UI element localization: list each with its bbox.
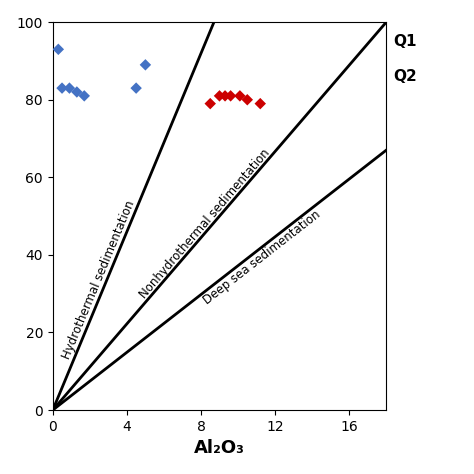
- Point: [58, 84, 66, 92]
- Text: Nonhydrothermal sedimentation: Nonhydrothermal sedimentation: [137, 146, 273, 301]
- Point: [227, 92, 235, 100]
- Text: Q1: Q1: [393, 34, 416, 49]
- Text: Hydrothermal sedimentation: Hydrothermal sedimentation: [60, 198, 137, 361]
- Point: [73, 88, 81, 96]
- Point: [55, 46, 62, 53]
- Point: [207, 100, 214, 108]
- X-axis label: Al₂O₃: Al₂O₃: [194, 439, 245, 457]
- Point: [142, 61, 149, 69]
- Point: [81, 92, 88, 100]
- Point: [221, 92, 229, 100]
- Point: [65, 84, 73, 92]
- Text: Q2: Q2: [393, 69, 417, 84]
- Point: [216, 92, 223, 100]
- Point: [132, 84, 140, 92]
- Point: [244, 96, 251, 103]
- Point: [256, 100, 264, 108]
- Point: [236, 92, 244, 100]
- Text: Deep sea sedimentation: Deep sea sedimentation: [201, 208, 323, 307]
